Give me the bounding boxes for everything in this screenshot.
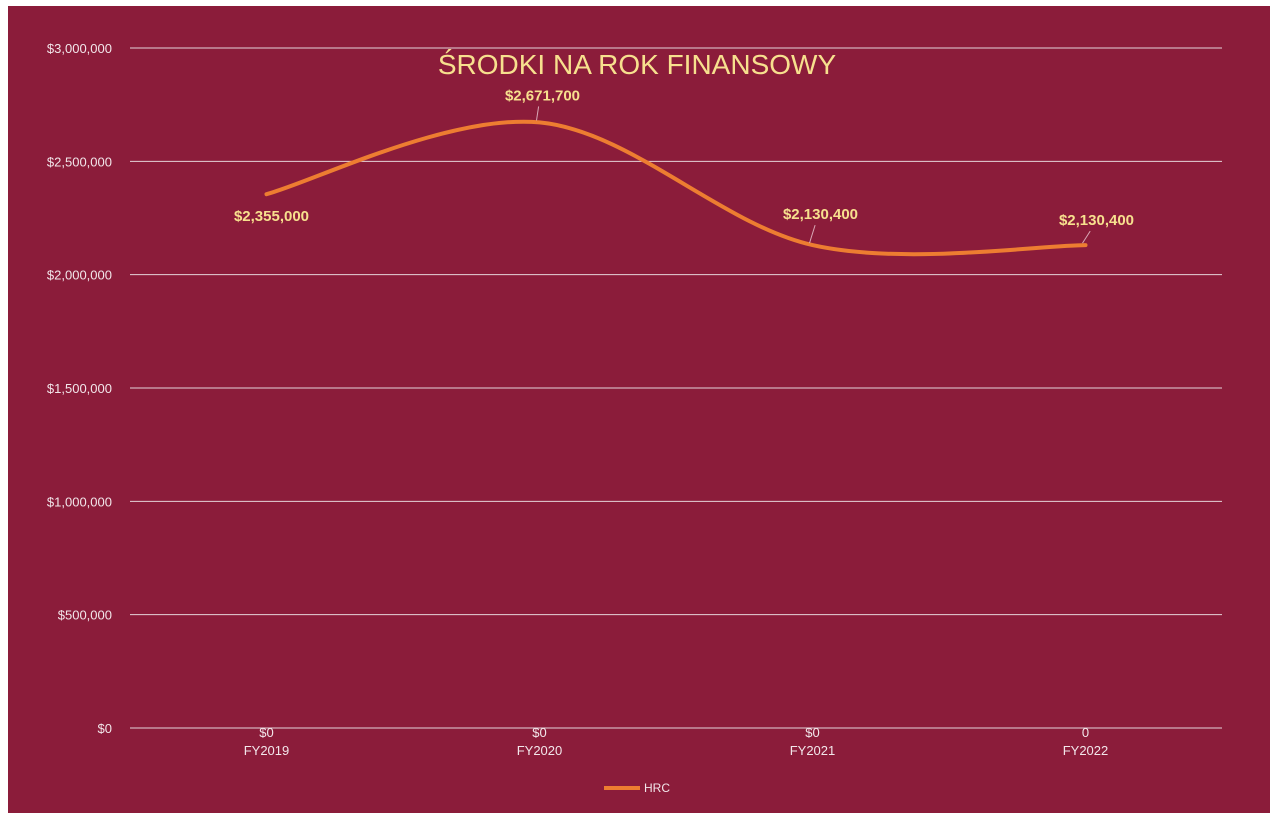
secondary-value-label: 0 [1082,725,1089,740]
data-labels: $2,355,000 $2,671,700 $2,130,400 $2,130,400 [234,87,1134,229]
secondary-value-labels: $0 $0 $0 0 [259,725,1089,740]
y-tick-label: $1,500,000 [47,381,112,396]
data-label-leader [1082,230,1091,244]
y-tick-label: $500,000 [58,608,112,623]
y-tick-label: $0 [98,721,112,736]
y-tick-label: $3,000,000 [47,41,112,56]
data-label: $2,130,400 [1059,212,1134,229]
gridlines [130,47,1222,729]
x-axis-categories: FY2019 FY2020 FY2021 FY2022 [244,743,1109,758]
data-label-leader [536,106,540,121]
data-label: $2,130,400 [783,206,858,223]
secondary-value-label: $0 [259,725,273,740]
legend: HRC [604,781,670,795]
secondary-value-label: $0 [805,725,819,740]
data-label-leader [809,224,816,244]
x-category-label: FY2019 [244,743,290,758]
data-label-leaders [536,106,1091,244]
data-label: $2,671,700 [505,87,580,104]
y-tick-label: $2,000,000 [47,268,112,283]
y-axis-ticks: $0 $500,000 $1,000,000 $1,500,000 $2,000,000… [47,41,112,736]
x-category-label: FY2021 [790,743,836,758]
legend-label-hrc: HRC [644,781,670,795]
secondary-value-label: $0 [532,725,546,740]
chart-title: ŚRODKI NA ROK FINANSOWY [438,48,837,80]
data-label: $2,355,000 [234,208,309,225]
chart-background [8,6,1270,813]
x-category-label: FY2020 [517,743,563,758]
x-category-label: FY2022 [1063,743,1109,758]
y-tick-label: $2,500,000 [47,154,112,169]
y-tick-label: $1,000,000 [47,494,112,509]
series-line-hrc [264,119,1088,257]
